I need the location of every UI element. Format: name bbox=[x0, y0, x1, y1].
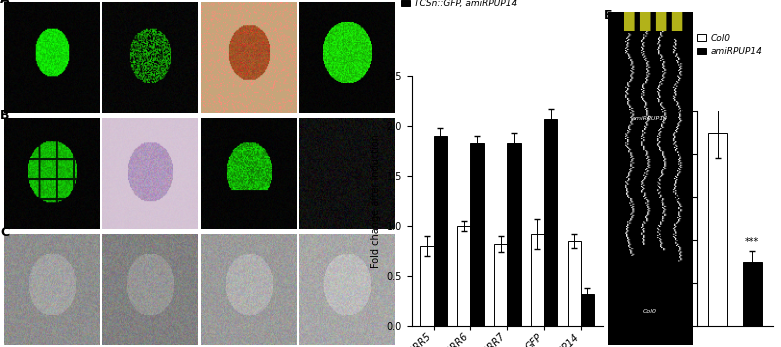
Bar bbox=[708, 133, 727, 326]
Text: E: E bbox=[604, 9, 612, 22]
Legend: TCSn::GFP, TCSn::GFP, amiRPUP14: TCSn::GFP, TCSn::GFP, amiRPUP14 bbox=[401, 0, 518, 8]
Text: amiRPUP14: amiRPUP14 bbox=[632, 116, 668, 121]
Bar bbox=[508, 143, 520, 326]
Legend: Col0, amiRPUP14: Col0, amiRPUP14 bbox=[697, 34, 763, 56]
Bar bbox=[433, 136, 447, 326]
Y-axis label: Root length [mm]: Root length [mm] bbox=[653, 176, 663, 262]
Y-axis label: Fold change after induction: Fold change after induction bbox=[371, 134, 381, 268]
Bar bbox=[420, 246, 433, 326]
Text: B: B bbox=[0, 109, 9, 122]
Bar bbox=[568, 241, 581, 326]
Bar bbox=[470, 143, 483, 326]
Bar bbox=[457, 226, 470, 326]
Bar bbox=[581, 294, 594, 326]
Bar bbox=[494, 244, 508, 326]
Bar bbox=[531, 234, 544, 326]
Bar bbox=[544, 119, 558, 326]
Text: C: C bbox=[0, 226, 9, 239]
Bar bbox=[743, 262, 762, 326]
Text: A: A bbox=[0, 0, 9, 6]
Text: Col0: Col0 bbox=[643, 310, 657, 314]
Text: ***: *** bbox=[745, 237, 759, 247]
